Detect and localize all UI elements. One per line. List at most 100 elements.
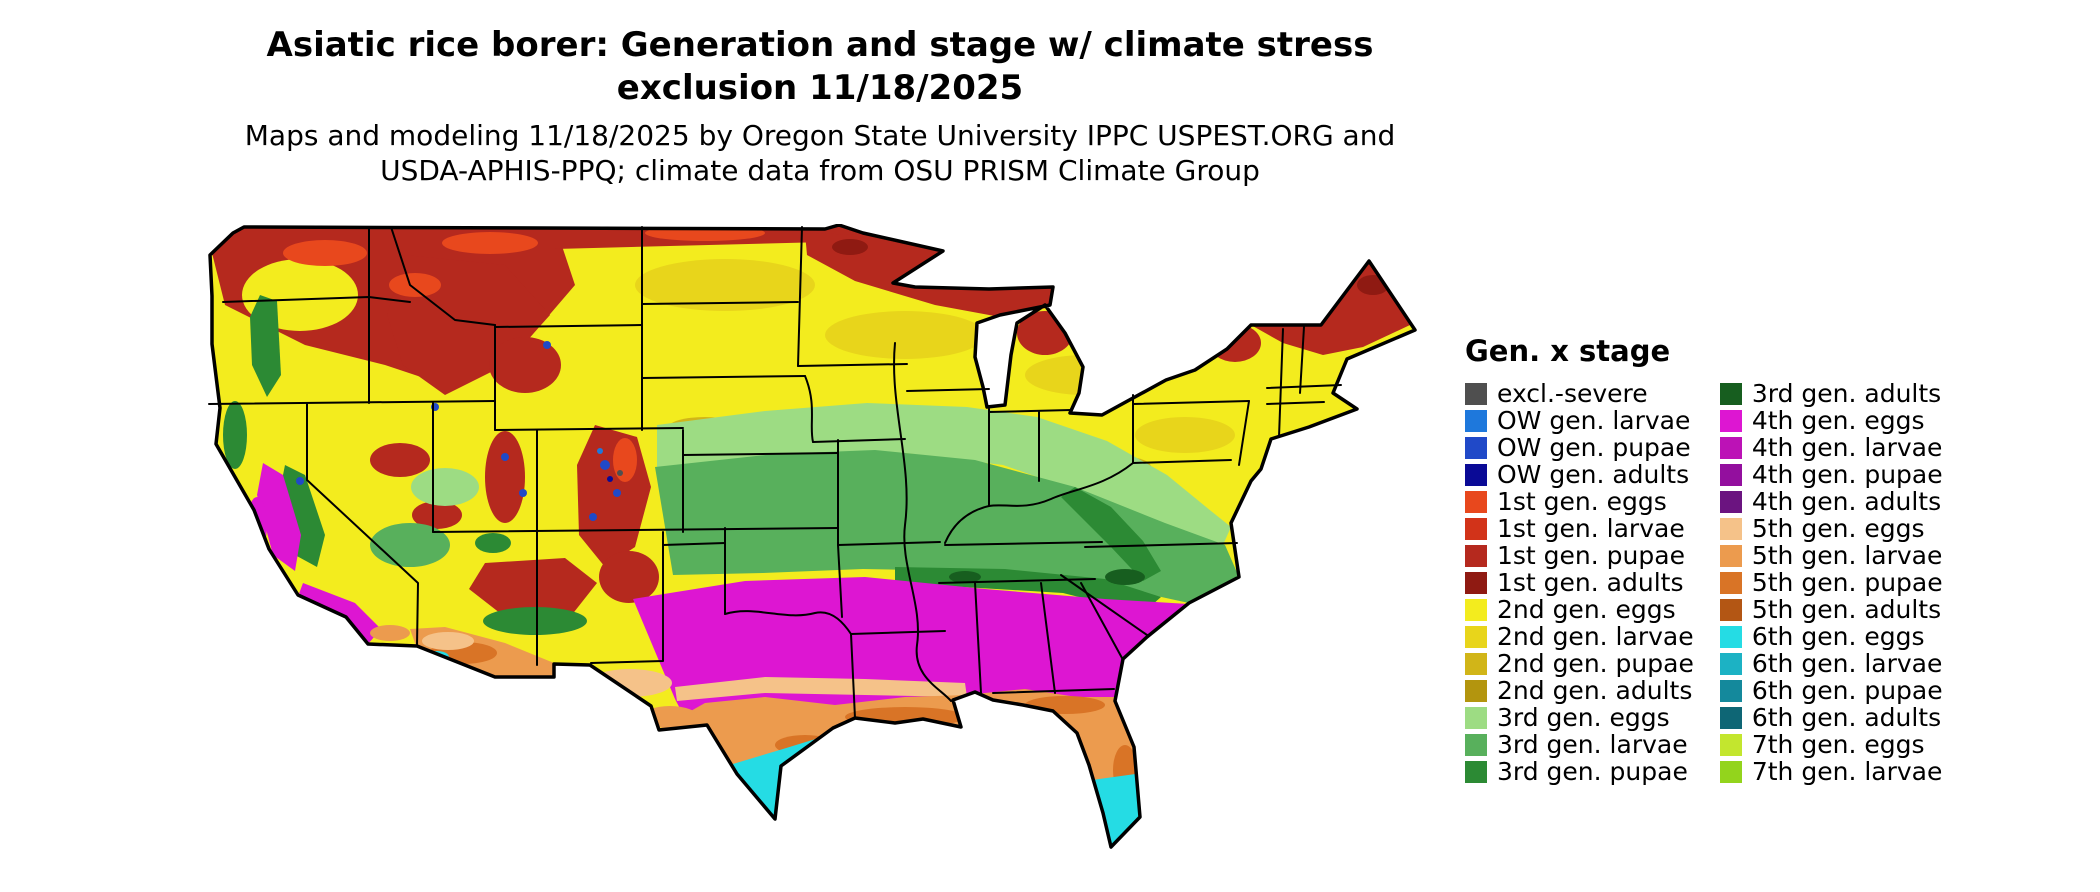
- legend-item: 7th gen. larvae: [1719, 757, 1943, 786]
- map-region: [613, 489, 621, 497]
- map-region: [543, 341, 551, 349]
- map-region: [257, 463, 301, 571]
- map-shape: [1080, 582, 1123, 659]
- us-map-svg: [208, 224, 1417, 849]
- figure-title-line1: Asiatic rice borer: Generation and stage…: [266, 25, 1374, 65]
- map-shape: [797, 226, 803, 367]
- map-region: [675, 677, 967, 701]
- legend-label: 6th gen. pupae: [1751, 676, 1943, 705]
- legend-item: 6th gen. pupae: [1719, 676, 1943, 705]
- map-region: [613, 438, 637, 482]
- map-shape: [306, 403, 419, 647]
- map-region: [412, 501, 462, 529]
- map-region: [825, 311, 985, 359]
- legend-item: OW gen. adults: [1465, 461, 1694, 488]
- legend-label: 3rd gen. adults: [1751, 379, 1942, 408]
- map-region: [617, 470, 623, 476]
- legend-item: 5th gen. larvae: [1719, 542, 1943, 569]
- map-shape: [812, 438, 906, 443]
- legend-swatch: [1465, 436, 1487, 459]
- us-outline: [208, 224, 1417, 849]
- map-shape: [682, 452, 839, 456]
- map-shape: [1278, 328, 1284, 438]
- legend-label: 1st gen. eggs: [1497, 487, 1667, 516]
- legend-swatch: [1465, 382, 1487, 405]
- figure-title: Asiatic rice borer: Generation and stage…: [0, 24, 1640, 109]
- figure-subtitle: Maps and modeling 11/18/2025 by Oregon S…: [0, 118, 1640, 188]
- map-region: [283, 240, 367, 266]
- legend-label: 6th gen. eggs: [1751, 622, 1925, 651]
- legend-swatch: [1719, 598, 1742, 621]
- legend-item: 5th gen. eggs: [1719, 515, 1943, 542]
- map-shape: [992, 688, 1115, 694]
- legend-label: 7th gen. eggs: [1751, 730, 1925, 759]
- map-region: [1061, 487, 1161, 581]
- legend-swatch: [1719, 706, 1742, 729]
- map-region: [485, 431, 525, 523]
- figure-subtitle-line1: Maps and modeling 11/18/2025 by Oregon S…: [244, 119, 1396, 152]
- legend-label: 4th gen. eggs: [1751, 406, 1925, 435]
- legend-swatch: [1719, 760, 1742, 783]
- map-region: [370, 523, 450, 567]
- legend-swatch: [1465, 544, 1487, 567]
- legend-label: OW gen. adults: [1497, 460, 1690, 489]
- map-shape: [944, 541, 1103, 546]
- legend-title: Gen. x stage: [1465, 334, 1671, 368]
- map-region: [1025, 355, 1145, 395]
- map-region: [483, 607, 587, 635]
- legend-item: 4th gen. pupae: [1719, 461, 1943, 488]
- map-region: [296, 477, 304, 485]
- map-region: [519, 489, 527, 497]
- legend-item: 2nd gen. larvae: [1465, 623, 1694, 650]
- legend-item: 3rd gen. adults: [1719, 379, 1943, 408]
- map-shape: [893, 342, 952, 702]
- map-region: [469, 558, 597, 621]
- map-shape: [494, 324, 643, 328]
- map-shape: [1266, 401, 1325, 405]
- legend-item: OW gen. larvae: [1465, 407, 1694, 434]
- map-shape: [1060, 574, 1148, 636]
- legend-label: 5th gen. pupae: [1751, 568, 1943, 597]
- legend-label: 4th gen. larvae: [1751, 433, 1943, 462]
- legend-label: 2nd gen. adults: [1497, 676, 1693, 705]
- map-region: [501, 453, 509, 461]
- legend-item: 1st gen. adults: [1465, 569, 1694, 596]
- legend-label: 7th gen. larvae: [1751, 757, 1943, 786]
- map-region: [589, 513, 597, 521]
- map-shape: [590, 531, 664, 664]
- legend-swatch: [1465, 625, 1487, 648]
- map-shape: [850, 630, 946, 635]
- legend-swatch: [1465, 598, 1487, 621]
- map-shape: [1132, 400, 1250, 405]
- legend-item: 3rd gen. pupae: [1465, 758, 1694, 785]
- map-shape: [1084, 542, 1238, 548]
- map-region: [250, 295, 281, 397]
- map-region: [953, 259, 981, 275]
- legend-label: 5th gen. adults: [1751, 595, 1942, 624]
- legend-swatch: [1719, 571, 1742, 594]
- map-shape: [988, 409, 1072, 413]
- legend-label: 1st gen. adults: [1497, 568, 1684, 597]
- map-shape: [906, 388, 990, 392]
- legend-item: 4th gen. adults: [1719, 487, 1943, 516]
- map-region: [635, 259, 815, 311]
- legend-swatch: [1465, 679, 1487, 702]
- legend-item: 6th gen. larvae: [1719, 650, 1943, 677]
- legend-item: 1st gen. larvae: [1465, 515, 1694, 542]
- figure-subtitle-line2: USDA-APHIS-PPQ; climate data from OSU PR…: [380, 154, 1260, 187]
- legend-swatch: [1719, 409, 1742, 432]
- legend-label: 1st gen. pupae: [1497, 541, 1685, 570]
- map-shape: [797, 363, 908, 367]
- legend-item: 4th gen. eggs: [1719, 406, 1943, 435]
- legend-item: OW gen. pupae: [1465, 434, 1694, 461]
- map-region: [600, 460, 610, 470]
- map-region: [655, 450, 1239, 603]
- legend-swatch: [1719, 382, 1742, 405]
- map-region: [599, 551, 659, 603]
- legend-label: 4th gen. adults: [1751, 487, 1942, 516]
- legend-label: 2nd gen. pupae: [1497, 649, 1694, 678]
- legend-label: OW gen. pupae: [1497, 433, 1691, 462]
- legend-swatch: [1719, 463, 1742, 486]
- map-shape: [837, 544, 843, 618]
